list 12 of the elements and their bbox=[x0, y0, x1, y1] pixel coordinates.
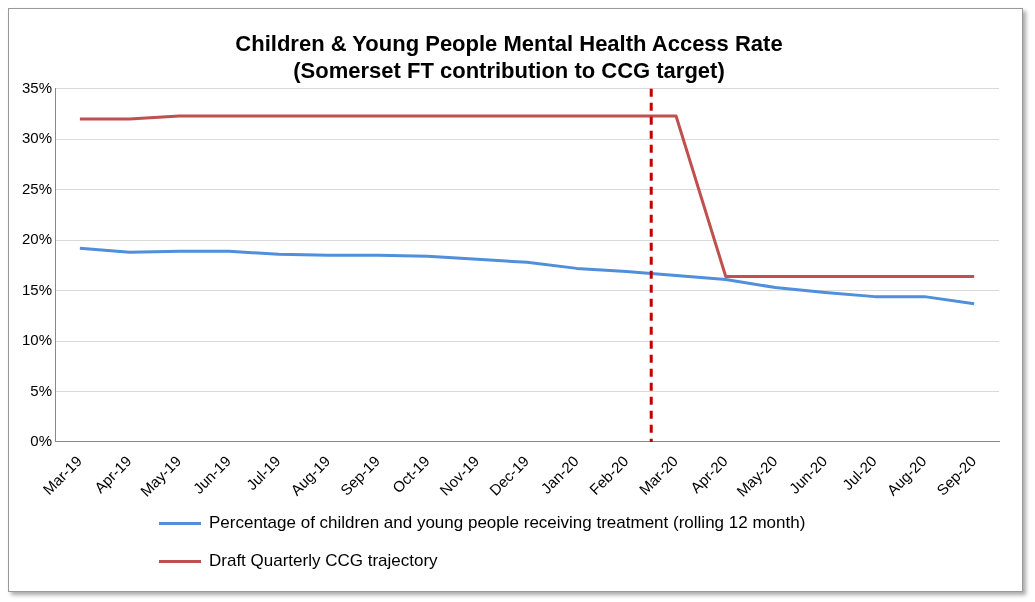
chart-subtitle: (Somerset FT contribution to CCG target) bbox=[293, 57, 725, 83]
y-tick-label: 35% bbox=[21, 78, 53, 96]
y-tick-label: 30% bbox=[21, 129, 53, 147]
chart-title: Children & Young People Mental Health Access Rate bbox=[235, 31, 783, 57]
y-tick-label: 0% bbox=[30, 432, 53, 450]
y-tick-label: 15% bbox=[21, 280, 53, 298]
legend-label: Draft Quarterly CCG trajectory bbox=[209, 551, 438, 571]
legend-label: Percentage of children and young people receiving treatment (rolling 12 month) bbox=[209, 513, 806, 533]
y-tick-label: 5% bbox=[30, 381, 53, 399]
y-tick-label: 20% bbox=[21, 230, 53, 248]
y-tick-label: 10% bbox=[21, 331, 53, 349]
y-tick-label: 25% bbox=[21, 179, 53, 197]
